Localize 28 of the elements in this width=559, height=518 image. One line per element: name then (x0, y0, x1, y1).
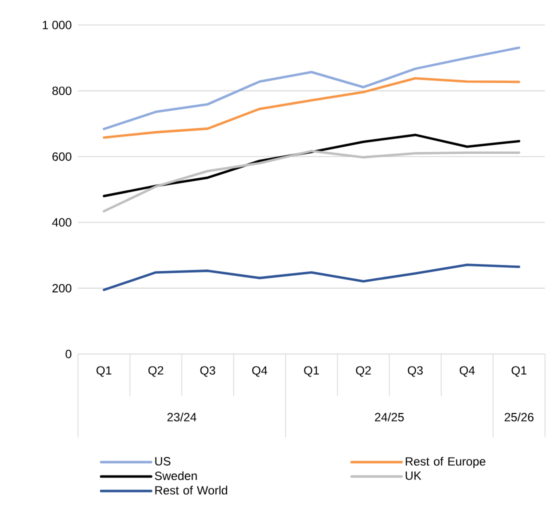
x-tick-label: Q4 (252, 366, 268, 377)
x-tick-label: Q1 (96, 366, 112, 377)
legend-label: US (155, 457, 170, 466)
x-tick-label: Q3 (200, 366, 216, 377)
x-tick-label: Q3 (408, 366, 423, 377)
line-series (102, 77, 520, 139)
line-series (102, 134, 520, 198)
line-series (102, 264, 520, 292)
line-series (102, 46, 520, 130)
legend-label: UK (406, 472, 422, 480)
x-tick-label: Q4 (460, 366, 475, 377)
y-tick-label: 200 (52, 284, 72, 292)
x-tick-label: Q1 (512, 366, 526, 377)
text: 24/25 (374, 412, 404, 422)
y-tick-label: 600 (52, 152, 72, 161)
text: 23/24 (167, 412, 196, 422)
y-tick-label: 0 (66, 350, 72, 358)
line-series (102, 150, 520, 212)
legend-label: Sweden (154, 471, 197, 480)
y-tick-label: 800 (52, 86, 72, 96)
text: 25/26 (504, 412, 534, 422)
x-tick-label: Q2 (356, 366, 371, 377)
y-tick-label: 1 000 (42, 20, 72, 30)
legend-label: Rest of World (155, 486, 228, 495)
y-tick-label: 400 (52, 218, 72, 227)
x-tick-label: Q1 (304, 366, 319, 377)
legend-label: Rest of Europe (406, 456, 486, 468)
x-tick-label: Q2 (148, 366, 164, 377)
